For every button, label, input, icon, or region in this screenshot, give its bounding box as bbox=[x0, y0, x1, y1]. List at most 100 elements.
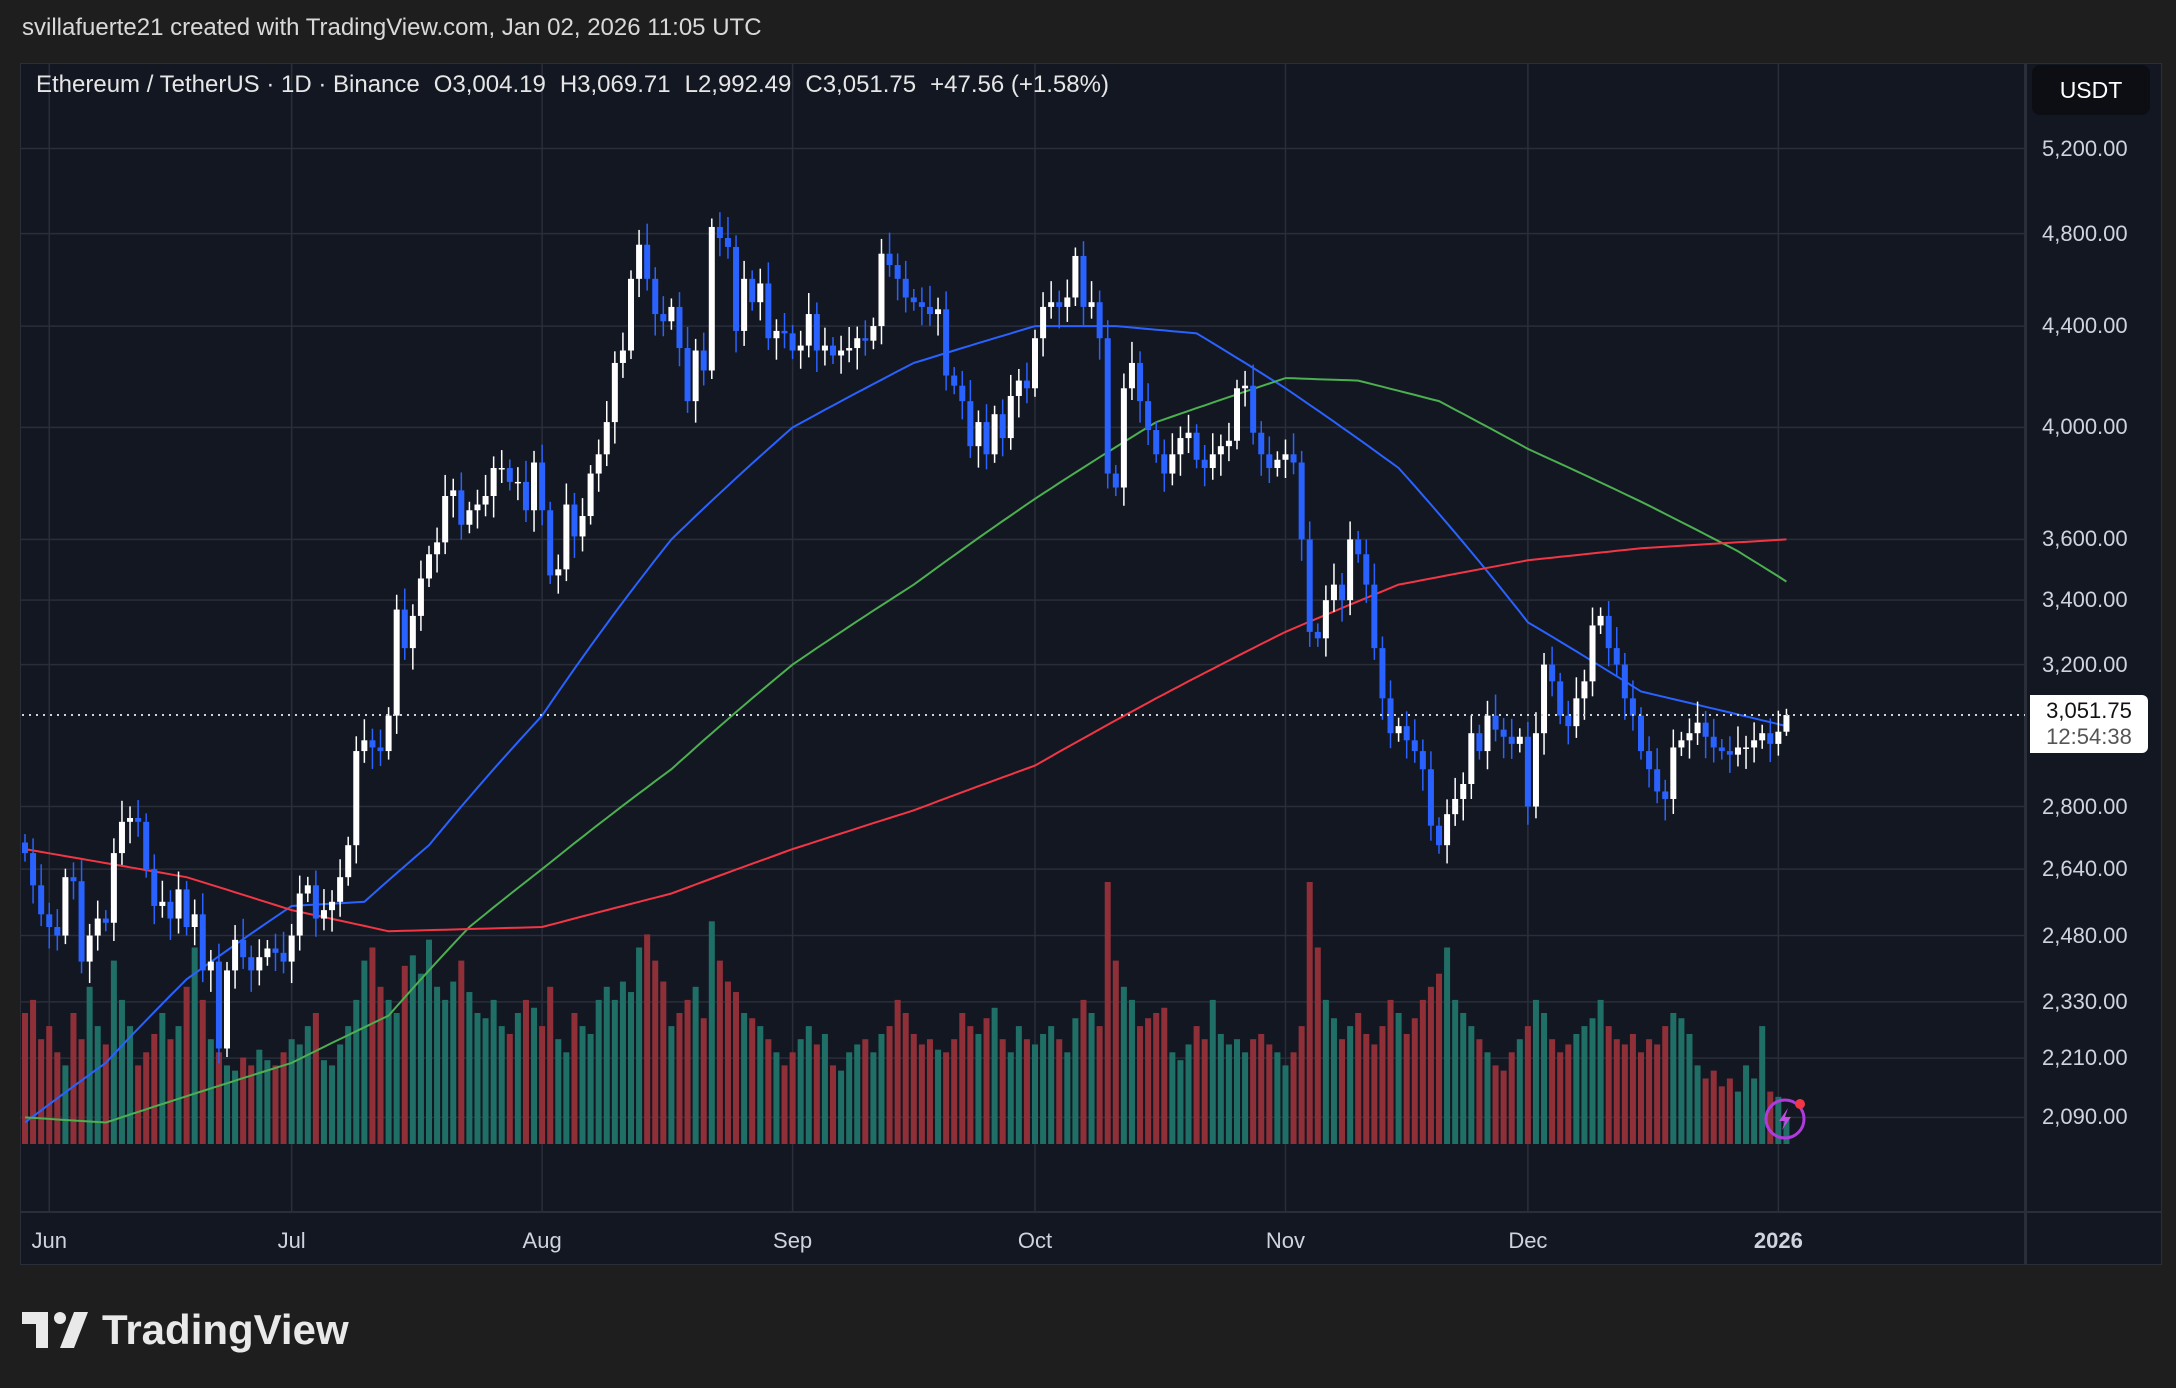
volume-bar bbox=[426, 939, 432, 1144]
volume-bar bbox=[1751, 1078, 1758, 1144]
price-tick-label: 4,000.00 bbox=[2042, 414, 2128, 440]
candle-body bbox=[474, 504, 481, 511]
volume-bar bbox=[1363, 1033, 1370, 1144]
candle-body bbox=[1686, 733, 1693, 741]
candle-body bbox=[1330, 584, 1337, 601]
volume-bar bbox=[1638, 1052, 1644, 1144]
volume-bar bbox=[1743, 1065, 1750, 1144]
candle-body bbox=[1169, 454, 1176, 474]
volume-bar bbox=[862, 1039, 869, 1144]
volume-bar bbox=[280, 1052, 287, 1144]
candle-body bbox=[1573, 698, 1580, 727]
candle-body bbox=[1355, 539, 1362, 555]
volume-bar bbox=[458, 960, 465, 1144]
candle-body bbox=[409, 615, 416, 649]
volume-bar bbox=[296, 1044, 303, 1144]
candle-body bbox=[224, 970, 230, 1049]
volume-bar bbox=[361, 960, 368, 1144]
candle-body bbox=[894, 265, 901, 279]
volume-bar bbox=[1605, 1026, 1612, 1144]
candle-body bbox=[1104, 338, 1111, 474]
volume-bar bbox=[175, 1026, 182, 1144]
candle-body bbox=[288, 935, 295, 962]
candle-body bbox=[547, 510, 554, 576]
volume-bar bbox=[595, 999, 602, 1144]
candle-body bbox=[280, 952, 287, 962]
volume-bar bbox=[1549, 1039, 1556, 1144]
candle-body bbox=[757, 283, 764, 303]
candle-body bbox=[999, 414, 1006, 439]
volume-bar bbox=[668, 1026, 675, 1144]
volume-bar bbox=[765, 1039, 772, 1144]
candle-body bbox=[636, 244, 643, 279]
volume-bar bbox=[417, 973, 424, 1144]
volume-bar bbox=[757, 1026, 764, 1144]
candle-body bbox=[1565, 715, 1572, 727]
candle-body bbox=[62, 877, 69, 936]
volume-bar bbox=[1330, 1018, 1337, 1144]
volume-bar bbox=[498, 1026, 505, 1144]
volume-bar bbox=[830, 1065, 836, 1144]
volume-bar bbox=[1597, 999, 1604, 1144]
lightning-icon[interactable] bbox=[1764, 1098, 1806, 1140]
currency-button[interactable]: USDT bbox=[2032, 65, 2150, 115]
volume-bar bbox=[991, 1007, 998, 1144]
volume-bar bbox=[110, 960, 117, 1144]
volume-bar bbox=[70, 1013, 77, 1144]
volume-bar bbox=[700, 1018, 707, 1144]
volume-bar bbox=[1032, 1044, 1038, 1144]
chart-credit: svillafuerte21 created with TradingView.… bbox=[22, 14, 762, 41]
volume-bar bbox=[1436, 973, 1442, 1144]
candle-body bbox=[1751, 740, 1758, 748]
candle-body bbox=[1339, 584, 1346, 601]
volume-bar bbox=[1524, 1026, 1531, 1144]
candle-body bbox=[821, 345, 828, 351]
volume-bar bbox=[199, 999, 206, 1144]
current-price-label: 3,051.75 12:54:38 bbox=[2030, 695, 2148, 754]
candle-body bbox=[46, 914, 53, 928]
tradingview-logo[interactable]: TradingView bbox=[22, 1306, 349, 1354]
volume-bar bbox=[369, 947, 376, 1144]
candle-body bbox=[1193, 432, 1200, 460]
candle-body bbox=[1646, 751, 1653, 770]
volume-bar bbox=[603, 986, 610, 1144]
candle-body bbox=[886, 253, 893, 266]
volume-bar bbox=[1096, 1026, 1103, 1144]
candle-body bbox=[1080, 255, 1087, 307]
price-axis[interactable] bbox=[2025, 63, 2162, 1265]
volume-bar bbox=[692, 986, 699, 1144]
candle-body bbox=[1783, 715, 1790, 732]
candles bbox=[22, 212, 1790, 1064]
volume-bar bbox=[506, 1033, 513, 1144]
volume-bar bbox=[1694, 1065, 1701, 1144]
candle-body bbox=[563, 504, 570, 570]
candle-body bbox=[668, 306, 675, 322]
volume-bar bbox=[353, 999, 360, 1144]
volume-bar bbox=[724, 981, 731, 1144]
volume-bar bbox=[1403, 1033, 1410, 1144]
volume-bar bbox=[846, 1052, 853, 1144]
volume-bar bbox=[1460, 1013, 1467, 1144]
volume-bar bbox=[1250, 1039, 1257, 1144]
candle-body bbox=[1145, 401, 1152, 431]
candle-body bbox=[878, 253, 885, 327]
volume-bar bbox=[1217, 1033, 1224, 1144]
candle-body bbox=[1282, 454, 1289, 460]
legend-close: C3,051.75 bbox=[805, 71, 917, 98]
volume-bar bbox=[628, 992, 634, 1144]
volume-bar bbox=[1193, 1026, 1200, 1144]
price-tick-label: 2,800.00 bbox=[2042, 793, 2128, 819]
candle-body bbox=[393, 609, 400, 716]
candle-body bbox=[854, 338, 861, 349]
volume-bar bbox=[1347, 1026, 1354, 1144]
candle-body bbox=[78, 881, 85, 962]
volume-bar bbox=[926, 1039, 933, 1144]
volume-bar bbox=[1306, 882, 1313, 1144]
volume-bar bbox=[1500, 1070, 1507, 1144]
volume-bar bbox=[442, 999, 449, 1144]
candle-body bbox=[1516, 736, 1523, 744]
candle-body bbox=[1452, 798, 1459, 815]
candle-body bbox=[1322, 600, 1329, 639]
symbol-name[interactable]: Ethereum / TetherUS · 1D · Binance bbox=[36, 71, 420, 98]
